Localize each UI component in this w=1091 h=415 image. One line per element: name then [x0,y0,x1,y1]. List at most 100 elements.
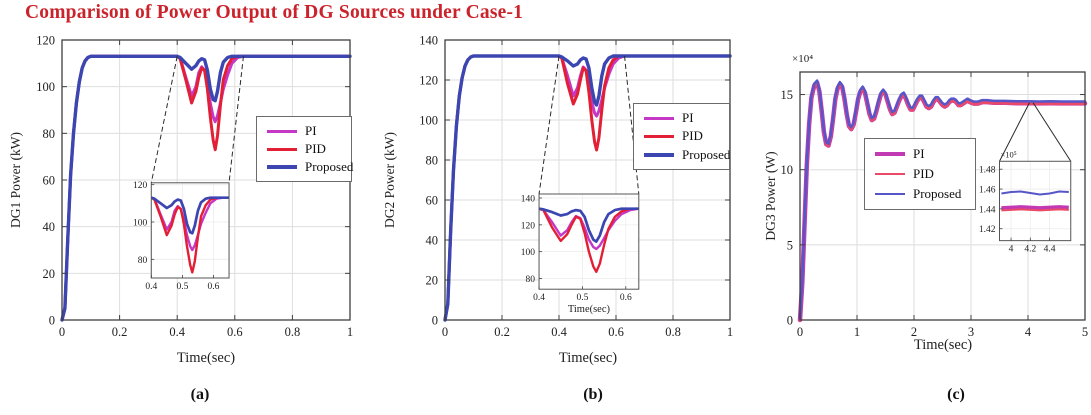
panel-caption-a: (a) [190,386,210,403]
y-axis-label-c: DG3 Power (W) [763,151,778,241]
x-axis-label-c: Time(sec) [913,337,973,353]
x-tick-label: 1 [347,325,353,339]
legend-swatch-pid [875,172,905,176]
x-tick-label: 0.6 [608,325,624,339]
inset-y-tick-label: 100 [133,219,148,229]
legend-item-pi: PI [875,146,969,162]
x-tick-label: 0.4 [551,325,567,339]
inset-x-tick-label: 0.4 [533,293,545,303]
y-tick-label: 0 [432,314,438,328]
y-tick-label: 0 [787,314,793,328]
inset-series-line-pi [1001,205,1069,210]
inset-x-tick-label: 4.2 [1024,245,1036,255]
legend-label-pid: PID [682,128,703,144]
inset-series-line-proposed [539,207,639,243]
legend-swatch-pi [875,151,905,157]
legend-label-proposed: Proposed [913,186,962,201]
inset-y-tick-label: 1.44 [979,205,996,215]
y-tick-label: 5 [787,238,793,252]
y-axis-label-a: DG1 Power (kW) [8,132,23,228]
x-axis-label-a: Time(sec) [176,350,236,366]
legend-b: PI PID Proposed [633,103,730,170]
y-tick-label: 20 [426,274,439,288]
y-tick-label: 140 [419,34,438,48]
inset-y-tick-label: 1.42 [979,225,996,235]
legend-label-pi: PI [682,110,694,126]
legend-label-proposed: Proposed [682,146,731,162]
legend-item-proposed: Proposed [267,159,353,175]
callout-line [228,56,244,183]
x-axis-label-b: Time(sec) [558,350,618,366]
x-tick-label: 4 [1025,325,1032,339]
y-tick-label: 15 [781,88,794,102]
inset-x-tick-label: 0.6 [208,282,220,292]
x-tick-label: 0.4 [169,325,185,339]
x-tick-label: 0.2 [494,325,510,339]
plot-svg-b: 0.4 0.5 0.6 80 100 120 140 Time(sec) 0 0.2 0.4 0.6 0… [419,34,733,340]
legend-item-pi: PI [644,110,723,126]
x-tick-label: 0 [442,325,448,339]
inset-y-tick-label: 1.46 [979,186,996,196]
callout-line [1032,102,1072,162]
panel-b: 0.4 0.5 0.6 80 100 120 140 Time(sec) 0 0.2 0.4 0.6 0… [375,0,760,415]
inset-y-tick-label: 120 [521,221,536,231]
y-tick-label: 80 [43,127,56,141]
legend-item-pid: PID [875,166,969,182]
inset-x-tick-label: 0.5 [576,293,588,303]
legend-label-pi: PI [305,123,317,138]
legend-swatch-proposed [875,192,905,196]
inset-x-tick-label: 0.4 [145,282,157,292]
x-tick-label: 0 [59,325,65,339]
y-tick-label: 80 [426,154,439,168]
x-tick-label: 0.8 [285,325,301,339]
inset-y-tick-label: 80 [526,275,536,285]
y-tick-label: 20 [43,267,56,281]
axes-box [799,71,1086,321]
inset-y-tick-label: 100 [521,248,536,258]
panel-caption-b: (b) [583,386,603,403]
x-tick-label: 0.8 [665,325,681,339]
y-tick-label: 40 [426,234,439,248]
series-line-proposed [60,54,352,322]
inset-x-axis-label: Time(sec) [568,304,611,315]
x-tick-label: 0 [797,325,803,339]
x-tick-label: 2 [911,325,917,339]
legend-item-proposed: Proposed [875,186,969,202]
inset-y-tick-label: 120 [133,181,148,191]
y-tick-label: 60 [43,174,56,188]
panel-c: 4 4.2 4.4 1.42 1.44 1.46 1.48 ×10⁵ 0 1 2 3 4 5 0 5 10 15 ×… [760,0,1091,415]
series-line-proposed [798,79,1087,320]
x-tick-label: 0.2 [112,325,128,339]
axis-exponent: ×10⁴ [792,53,813,65]
callout-line [999,102,1030,162]
y-tick-label: 10 [781,163,794,177]
legend-label-pid: PID [305,141,326,156]
y-tick-label: 120 [36,34,55,48]
legend-swatch-pid [267,147,297,151]
legend-swatch-proposed [267,165,297,169]
legend-swatch-pi [267,129,297,133]
x-tick-label: 0.6 [227,325,243,339]
legend-c: PI PID Proposed [864,138,976,210]
inset-series-line-pid [151,196,230,274]
legend-item-pid: PID [267,141,345,157]
inset-y-tick-label: 80 [138,256,148,266]
inset-axes-box [538,193,640,290]
inset-axes-box [999,160,1072,242]
inset-x-tick-label: 0.5 [176,282,188,292]
x-tick-label: 3 [968,325,974,339]
y-tick-label: 40 [43,220,56,234]
axes-box [444,39,731,321]
y-tick-label: 60 [426,194,439,208]
callout-line [150,56,178,183]
inset-series-line-proposed [1001,190,1069,196]
inset-series-line-pid [539,207,639,273]
y-tick-label: 0 [49,314,55,328]
inset-x-tick-label: 0.6 [620,293,632,303]
legend-label-pi: PI [913,146,925,161]
inset-series-line-proposed [151,196,230,235]
inset-axes-box [150,182,230,279]
inset-y-tick-label: 140 [521,195,536,205]
inset-x-tick-label: 4.4 [1044,245,1056,255]
inset-y-tick-label: 1.48 [979,166,996,176]
